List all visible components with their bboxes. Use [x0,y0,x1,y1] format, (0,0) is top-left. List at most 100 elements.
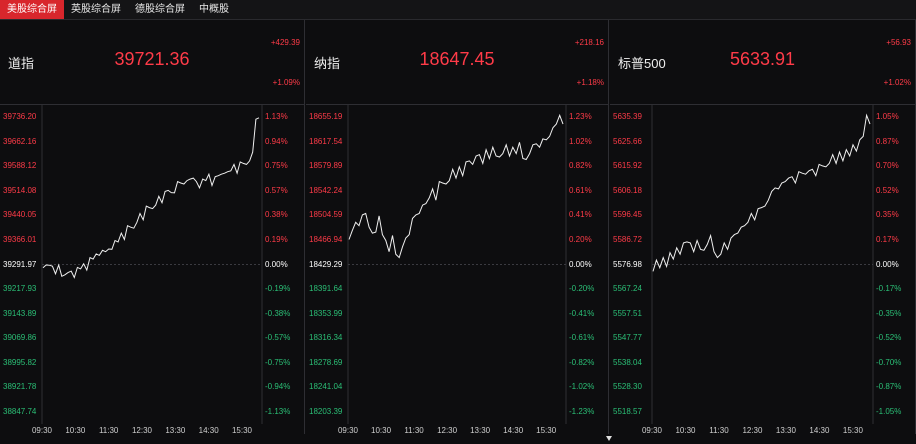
pct-tick-label: 1.23% [569,112,592,122]
time-tick-label: 15:30 [842,426,863,435]
price-tick-label: 5547.77 [613,333,642,343]
time-tick-label: 14:30 [809,426,830,435]
price-tick-label: 39217.93 [3,284,37,294]
time-tick-label: 14:30 [198,426,219,435]
pct-tick-label: -0.70% [876,357,902,367]
price-tick-label: 39440.05 [3,210,37,220]
price-tick-label: 18579.89 [309,161,343,171]
pct-tick-label: 0.75% [265,161,288,171]
index-price: 18647.45 [419,49,495,69]
price-tick-label: 18617.54 [309,136,343,146]
time-tick-label: 12:30 [437,426,458,435]
pct-tick-label: -0.41% [569,308,595,318]
pct-tick-label: -0.17% [876,284,902,294]
price-tick-label: 5567.24 [613,284,642,294]
index-name: 标普500 [618,56,666,71]
tab-uk-stocks[interactable]: 英股综合屏 [71,4,121,15]
price-tick-label: 39143.89 [3,308,37,318]
pct-tick-label: 0.70% [876,161,899,171]
intraday-chart[interactable]: 5635.39 1.05% 5625.66 0.87% 5615.92 0.70% 5606… [610,105,915,424]
price-tick-label: 18466.94 [309,234,343,244]
index-price: 39721.36 [114,49,190,69]
price-line [652,113,871,272]
price-tick-label: 39736.20 [3,112,37,122]
pct-tick-label: 0.38% [265,210,288,220]
index-name: 道指 [8,56,35,71]
time-tick-label: 10:30 [371,426,392,435]
index-panel-dow[interactable]: 道指 39721.36 +429.39 +1.09% 39736.20 1.13% 3966… [0,20,305,435]
pct-tick-label: -1.13% [265,406,291,416]
pct-tick-label: -0.61% [569,333,595,343]
pct-tick-label: 0.17% [876,234,899,244]
price-tick-label: 5557.51 [613,308,642,318]
pct-tick-label: 0.35% [876,210,899,220]
pct-tick-label: 0.61% [569,185,592,195]
time-tick-label: 10:30 [675,426,696,435]
tab-us-stocks[interactable]: 美股综合屏 [0,0,64,19]
pct-tick-label: 0.20% [569,234,592,244]
index-name: 纳指 [314,56,341,71]
pct-tick-label: 0.00% [569,259,592,269]
price-tick-label: 18542.24 [309,185,343,195]
time-axis: 09:30 10:30 11:30 12:30 13:30 14:30 15:30 [306,426,608,438]
time-tick-label: 15:30 [231,426,253,435]
index-change: +56.93 [886,38,911,47]
pct-tick-label: -0.38% [265,308,291,318]
pct-tick-label: 0.00% [265,259,288,269]
pct-tick-label: 0.52% [876,185,899,195]
index-panel-sp500[interactable]: 标普500 5633.91 +56.93 +1.02% 5635.39 1.05% 5625… [610,20,916,435]
pct-tick-label: -1.23% [569,406,595,416]
pct-tick-label: 0.41% [569,210,592,220]
pct-tick-label: -0.20% [569,284,595,294]
price-tick-label: 5538.04 [613,357,642,367]
index-panel-nasdaq[interactable]: 纳指 18647.45 +218.16 +1.18% 18655.19 1.23% 1861… [306,20,609,435]
time-axis: 09:30 10:30 11:30 12:30 13:30 14:30 15:30 [0,426,304,438]
pct-tick-label: 0.57% [265,185,288,195]
pct-tick-label: -0.35% [876,308,902,318]
price-tick-label: 39662.16 [3,136,37,146]
pct-tick-label: -0.94% [265,382,291,392]
intraday-chart[interactable]: 18655.19 1.23% 18617.54 1.02% 18579.89 0.82% 1… [306,105,608,424]
pct-tick-label: -1.05% [876,406,902,416]
chart-svg [41,105,263,424]
chart-svg [651,105,874,424]
tab-de-stocks[interactable]: 德股综合屏 [135,4,185,15]
time-tick-label: 12:30 [742,426,763,435]
time-tick-label: 14:30 [503,426,524,435]
pct-tick-label: 0.94% [265,136,288,146]
price-line [348,113,564,259]
pct-tick-label: -0.87% [876,382,902,392]
price-tick-label: 18391.64 [309,284,343,294]
bottom-bar [0,434,916,444]
time-tick-label: 11:30 [404,426,424,435]
time-tick-label: 09:30 [337,426,359,435]
price-tick-label: 18353.99 [309,308,343,318]
price-tick-label: 18429.29 [309,259,343,269]
price-tick-label: 18203.39 [309,406,343,416]
time-tick-label: 13:30 [470,426,491,435]
price-tick-label: 18655.19 [309,112,343,122]
time-tick-label: 10:30 [65,426,86,435]
price-line [42,117,260,279]
pct-tick-label: 0.87% [876,136,899,146]
tab-china-concept[interactable]: 中概股 [199,4,229,15]
pct-tick-label: 0.00% [876,259,899,269]
price-tick-label: 39291.97 [3,259,37,269]
intraday-chart[interactable]: 39736.20 1.13% 39662.16 0.94% 39588.12 0.75% 3… [0,105,304,424]
time-tick-label: 13:30 [165,426,186,435]
pct-tick-label: 1.02% [569,136,592,146]
time-tick-label: 12:30 [131,426,153,435]
chevron-down-icon[interactable] [606,436,612,441]
price-tick-label: 39514.08 [3,185,37,195]
pct-tick-label: -1.02% [569,382,595,392]
price-tick-label: 39069.86 [3,333,37,343]
index-change-pct: +1.02% [883,78,911,87]
price-tick-label: 5528.30 [613,382,642,392]
price-tick-label: 5586.72 [613,234,642,244]
panel-header: 纳指 18647.45 +218.16 +1.18% [306,20,608,105]
time-tick-label: 13:30 [775,426,796,435]
price-tick-label: 5576.98 [613,259,642,269]
market-tabs: 美股综合屏 英股综合屏 德股综合屏 中概股 [0,0,916,20]
pct-tick-label: -0.57% [265,333,291,343]
index-change: +429.39 [270,38,300,47]
